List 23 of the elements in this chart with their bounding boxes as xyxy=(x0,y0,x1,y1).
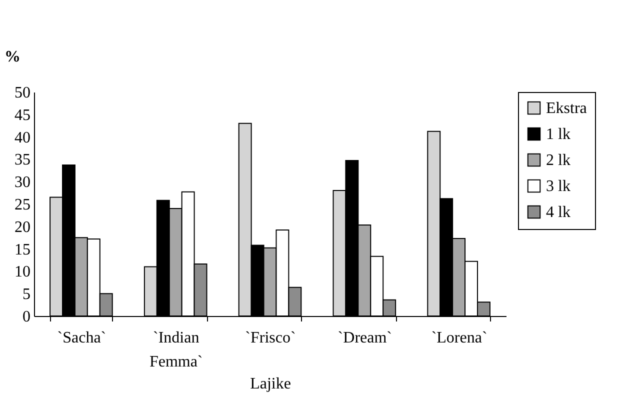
y-tick-label: 5 xyxy=(22,286,30,304)
x-tick-label: `Frisco` xyxy=(245,330,296,346)
x-tick-label: `Lorena` xyxy=(431,330,488,346)
y-axis-title: % xyxy=(4,48,20,66)
y-tick-label: 40 xyxy=(14,129,30,146)
y-tick-label: 45 xyxy=(14,106,30,124)
y-tick-label: 35 xyxy=(14,152,30,169)
x-tick-label: `Indian Femma` xyxy=(149,330,203,370)
y-tick-label: 20 xyxy=(14,218,30,236)
x-tick-label: `Sacha` xyxy=(57,330,106,346)
y-tick-label: 10 xyxy=(14,264,30,281)
y-tick-label: 0 xyxy=(22,308,30,326)
y-tick-label: 15 xyxy=(14,241,30,258)
x-tick-label: `Dream` xyxy=(338,330,392,346)
legend-label: 2 lk xyxy=(546,152,570,169)
legend-label: 3 lk xyxy=(546,178,570,195)
legend-label: 4 lk xyxy=(546,204,570,221)
legend-label: 1 lk xyxy=(546,126,570,143)
legend-label: Ekstra xyxy=(546,100,587,117)
y-tick-label: 25 xyxy=(14,196,30,214)
x-axis-title: Lajike xyxy=(250,376,291,392)
y-tick-label: 30 xyxy=(14,174,30,192)
y-tick-label: 50 xyxy=(14,84,30,102)
